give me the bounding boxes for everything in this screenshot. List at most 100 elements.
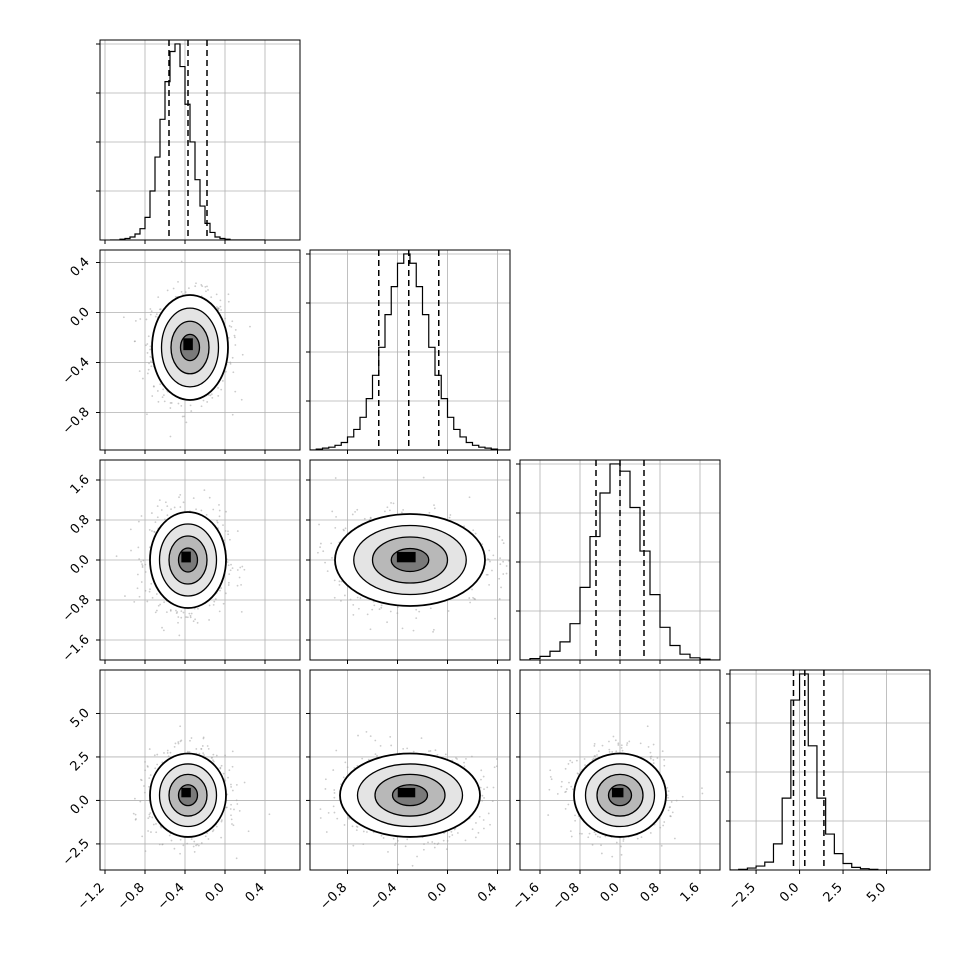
scatter-point <box>160 827 162 829</box>
scatter-point <box>220 587 222 589</box>
scatter-point <box>611 751 613 753</box>
scatter-point <box>393 502 395 504</box>
scatter-point <box>249 326 251 328</box>
scatter-point <box>446 848 448 850</box>
scatter-point <box>157 516 159 518</box>
scatter-point <box>222 524 224 526</box>
scatter-point <box>137 574 139 576</box>
scatter-point <box>381 605 383 607</box>
scatter-point <box>376 755 378 757</box>
scatter-point <box>423 849 425 851</box>
scatter-point <box>207 745 209 747</box>
scatter-point <box>228 584 230 586</box>
scatter-point <box>682 796 684 798</box>
scatter-point <box>550 776 552 778</box>
scatter-point <box>241 611 243 613</box>
scatter-point <box>434 843 436 845</box>
scatter-point <box>150 314 152 316</box>
scatter-point <box>494 618 496 620</box>
scatter-point <box>157 296 159 298</box>
scatter-point <box>230 814 232 816</box>
scatter-point <box>236 857 238 859</box>
scatter-point <box>185 616 187 618</box>
scatter-point <box>435 749 437 751</box>
scatter-point <box>177 281 179 283</box>
scatter-point <box>201 405 203 407</box>
scatter-point <box>223 603 225 605</box>
scatter-point <box>177 622 179 624</box>
scatter-point <box>304 590 306 592</box>
scatter-point <box>141 563 143 565</box>
scatter-point <box>208 838 210 840</box>
scatter-point <box>135 320 137 322</box>
scatter-point <box>512 578 514 580</box>
scatter-point <box>228 582 230 584</box>
scatter-point <box>650 752 652 754</box>
panel-content-3-0 <box>100 670 300 870</box>
x-tick-label: −0.4 <box>367 880 400 913</box>
scatter-point <box>449 514 451 516</box>
scatter-point <box>394 844 396 846</box>
scatter-point <box>220 837 222 839</box>
scatter-point <box>208 619 210 621</box>
scatter-point <box>506 565 508 567</box>
scatter-point <box>241 566 243 568</box>
panel-0-0 <box>96 40 300 244</box>
scatter-point <box>232 567 234 569</box>
scatter-point <box>227 561 229 563</box>
scatter-point <box>230 363 232 365</box>
scatter-point <box>180 617 182 619</box>
scatter-point <box>468 597 470 599</box>
scatter-point <box>492 554 494 556</box>
scatter-point <box>228 769 230 771</box>
scatter-point <box>169 407 171 409</box>
x-tick-label: 0.0 <box>203 880 228 905</box>
scatter-point <box>317 552 319 554</box>
scatter-point <box>159 499 161 501</box>
scatter-point <box>402 627 404 629</box>
scatter-point <box>326 831 328 833</box>
scatter-point <box>195 845 197 847</box>
scatter-point <box>180 740 182 742</box>
scatter-point <box>203 736 205 738</box>
scatter-point <box>488 584 490 586</box>
scatter-point <box>487 558 489 560</box>
scatter-point <box>384 510 386 512</box>
scatter-point <box>207 289 209 291</box>
scatter-point <box>189 751 191 753</box>
scatter-point <box>170 508 172 510</box>
scatter-point <box>333 789 335 791</box>
scatter-point <box>434 847 436 849</box>
scatter-point <box>213 601 215 603</box>
scatter-point <box>336 818 338 820</box>
scatter-point <box>142 566 144 568</box>
y-tick-label: −0.8 <box>60 592 93 625</box>
scatter-point <box>339 584 341 586</box>
scatter-point <box>193 497 195 499</box>
scatter-point <box>193 841 195 843</box>
scatter-point <box>594 831 596 833</box>
scatter-point <box>228 573 230 575</box>
scatter-point <box>152 597 154 599</box>
scatter-point <box>219 767 221 769</box>
scatter-point <box>243 569 245 571</box>
scatter-point <box>437 754 439 756</box>
scatter-point <box>145 571 147 573</box>
scatter-point <box>657 757 659 759</box>
scatter-point <box>180 610 182 612</box>
scatter-point <box>499 598 501 600</box>
scatter-point <box>164 400 166 402</box>
scatter-point <box>179 725 181 727</box>
scatter-point <box>211 393 213 395</box>
scatter-point <box>191 838 193 840</box>
scatter-point <box>148 369 150 371</box>
scatter-point <box>149 748 151 750</box>
scatter-point <box>219 515 221 517</box>
scatter-point <box>187 616 189 618</box>
scatter-point <box>472 828 474 830</box>
scatter-point <box>156 754 158 756</box>
scatter-point <box>237 569 239 571</box>
scatter-point <box>135 819 137 821</box>
scatter-point <box>589 833 591 835</box>
